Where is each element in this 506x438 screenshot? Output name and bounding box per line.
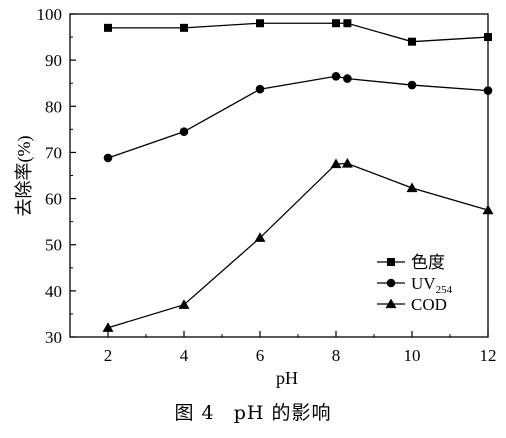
data-point-circle bbox=[483, 86, 493, 95]
legend-marker bbox=[387, 258, 395, 266]
data-point-triangle bbox=[102, 322, 114, 332]
y-tick-label: 40 bbox=[45, 282, 62, 301]
series-square bbox=[104, 19, 492, 46]
y-axis-title: 去除率(%) bbox=[14, 136, 35, 217]
data-point-circle bbox=[255, 84, 265, 94]
series-layer bbox=[102, 19, 494, 332]
series-line bbox=[107, 75, 489, 159]
x-tick-label: 10 bbox=[404, 346, 421, 365]
legend-item: 色度 bbox=[377, 253, 445, 272]
x-axis-title: pH bbox=[276, 368, 298, 388]
series-circle bbox=[103, 71, 493, 163]
data-point-square bbox=[484, 33, 492, 42]
series-line bbox=[108, 22, 489, 43]
x-tick-label: 6 bbox=[256, 346, 265, 365]
legend-label: UV254 bbox=[411, 274, 453, 296]
y-tick-label: 70 bbox=[45, 143, 62, 162]
data-point-circle bbox=[407, 80, 417, 90]
series-triangle bbox=[102, 158, 494, 332]
data-point-triangle bbox=[406, 182, 418, 193]
y-tick-label: 80 bbox=[45, 97, 62, 116]
data-point-square bbox=[343, 19, 352, 28]
data-point-triangle bbox=[341, 158, 353, 168]
data-point-circle bbox=[343, 74, 352, 83]
data-point-triangle bbox=[254, 232, 266, 242]
data-point-circle bbox=[103, 153, 113, 163]
data-point-square bbox=[408, 37, 416, 46]
ticks: 2 4 6 8 10 12 30 40 50 60 70 80 90 100 bbox=[37, 5, 497, 365]
y-tick-label: 30 bbox=[45, 328, 62, 347]
data-point-circle bbox=[179, 127, 189, 136]
legend-label: COD bbox=[411, 295, 447, 314]
data-point-square bbox=[180, 23, 188, 32]
data-point-triangle bbox=[482, 204, 494, 215]
figure-caption-text: pH 的影响 bbox=[233, 402, 332, 424]
x-tick-label: 8 bbox=[332, 346, 341, 365]
legend-label: 色度 bbox=[411, 253, 445, 272]
figure-number: 图 4 bbox=[174, 402, 215, 424]
data-point-square bbox=[256, 19, 264, 28]
data-point-triangle bbox=[330, 158, 342, 169]
legend-item: UV254 bbox=[377, 274, 453, 296]
legend-marker bbox=[386, 278, 396, 288]
legend-label-subscript: 254 bbox=[436, 284, 453, 296]
legend-marker bbox=[385, 298, 397, 309]
data-point-square bbox=[332, 19, 340, 28]
data-point-triangle bbox=[178, 299, 190, 309]
y-tick-label: 100 bbox=[37, 5, 63, 24]
x-tick-label: 4 bbox=[180, 346, 189, 365]
legend-item: COD bbox=[377, 295, 447, 314]
data-point-square bbox=[104, 23, 112, 32]
figure-caption: 图 4 pH 的影响 bbox=[0, 398, 506, 425]
x-tick-label: 2 bbox=[104, 346, 113, 365]
y-tick-label: 90 bbox=[45, 51, 62, 70]
y-tick-label: 50 bbox=[45, 236, 62, 255]
x-tick-label: 12 bbox=[480, 346, 497, 365]
data-point-circle bbox=[331, 71, 341, 81]
y-tick-label: 60 bbox=[45, 190, 62, 209]
